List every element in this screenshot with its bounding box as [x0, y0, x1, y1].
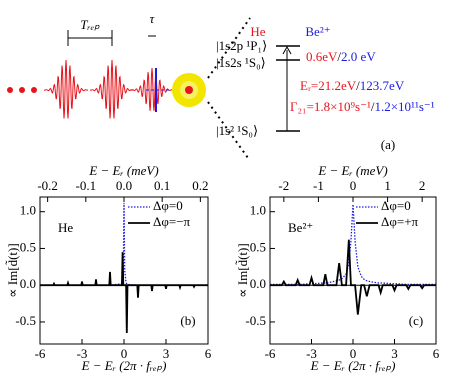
x-tick-label: -3: [306, 346, 317, 361]
x2-tick-label: -2: [278, 178, 289, 193]
x-tick-label: 6: [433, 346, 440, 361]
x-tick-label: 6: [205, 346, 212, 361]
y-tick-label: -0.5: [15, 313, 36, 328]
x-tick-label: -6: [35, 346, 46, 361]
rate: Γ₂₁=1.8×10⁹s⁻¹/1.2×10¹¹s⁻¹: [290, 99, 435, 114]
x2-tick-label: -0.1: [76, 178, 97, 193]
legend-label: Δφ=0: [153, 198, 183, 213]
split-be: 2.0 eV: [341, 49, 376, 64]
x2-axis-label: E − Eᵣ (meV): [88, 163, 158, 178]
rate-he: Γ₂₁=1.8×10⁹s⁻¹: [290, 99, 371, 114]
dot: [31, 87, 37, 93]
rate-be: 1.2×10¹¹s⁻¹: [374, 99, 434, 114]
level-ground: |1s² ¹S₀⟩: [216, 123, 258, 138]
sep: /: [337, 49, 341, 64]
y-axis-label: ∝ Im[d̃(t)]: [5, 243, 20, 297]
period-label: Tᵣₑₚ: [80, 17, 100, 32]
y-tick-label: -0.5: [245, 313, 266, 328]
x-tick-label: 3: [163, 346, 170, 361]
y-tick-label: 1.0: [250, 203, 266, 218]
splitting: 0.6eV/2.0 eV: [306, 49, 376, 64]
split-he: 0.6eV: [306, 49, 338, 64]
atom-be: Be²⁺: [305, 24, 330, 39]
panel-label: (b): [180, 313, 195, 328]
pulse-train: [7, 59, 175, 119]
x2-tick-label: 0.0: [116, 178, 132, 193]
panel-label: (a): [381, 137, 395, 152]
atom-core: [185, 86, 193, 94]
y-tick-label: 1.0: [20, 203, 36, 218]
y-tick-label: 0.5: [250, 239, 266, 254]
sep: /: [371, 99, 375, 114]
series-line: [40, 252, 208, 333]
x-tick-label: 3: [391, 346, 398, 361]
x2-tick-label: 0.1: [154, 178, 170, 193]
energy-be: 123.7eV: [360, 78, 405, 93]
annotation: He: [58, 220, 73, 235]
pulse: [44, 59, 88, 119]
pulse: [90, 59, 134, 119]
series-line: [270, 239, 436, 315]
level-upper: |1s2p ¹P₁⟩: [216, 38, 267, 53]
atom-he: He: [250, 24, 265, 39]
sep: /: [356, 78, 360, 93]
energy: Eᵣ=21.2eV/123.7eV: [300, 78, 405, 93]
x2-tick-label: 1: [384, 178, 391, 193]
x2-tick-label: -1: [313, 178, 324, 193]
panel-label: (c): [409, 313, 423, 328]
y-axis-label: ∝ Im[d̃(t)]: [235, 243, 250, 297]
x2-tick-label: 2: [419, 178, 426, 193]
x-tick-label: 0: [121, 346, 128, 361]
y-tick-label: 0.5: [20, 239, 36, 254]
y-tick-label: 0.0: [250, 276, 266, 291]
x-tick-label: 0: [350, 346, 357, 361]
x-axis-label: E − Eᵣ (2π · fᵣₑₚ): [310, 358, 396, 373]
x2-tick-label: 0.2: [192, 178, 208, 193]
x-tick-label: -3: [77, 346, 88, 361]
x-axis-label: E − Eᵣ (2π · fᵣₑₚ): [81, 358, 167, 373]
legend-label: Δφ=−π: [153, 214, 191, 229]
legend-label: Δφ=+π: [381, 214, 419, 229]
panel: -6 -3 0 3 6 -2 -1 0 1 2 -0.5 0.0 0.5 1.0 E − Eᵣ (2π · …: [235, 163, 440, 373]
x2-tick-label: -0.2: [37, 178, 58, 193]
level-middle: |1s2s ¹S₀⟩: [216, 55, 266, 70]
y-tick-label: 0.0: [20, 276, 36, 291]
arrow-head: [282, 45, 292, 55]
x-tick-label: -6: [265, 346, 276, 361]
annotation: Be²⁺: [288, 220, 313, 235]
legend-label: Δφ=0: [381, 198, 411, 213]
x2-tick-label: 0: [350, 178, 357, 193]
zoom-line: [207, 17, 251, 79]
delay-label: τ: [150, 11, 156, 26]
energy-he: Eᵣ=21.2eV: [300, 78, 357, 93]
dot: [19, 87, 25, 93]
pulse: [129, 67, 175, 111]
x2-axis-label: E − Eᵣ (meV): [317, 163, 387, 178]
dot: [7, 87, 13, 93]
panel: -6 -3 0 3 6 -0.2 -0.1 0.0 0.1 0.2 -0.5 0.0 0.5 1.0 E −…: [5, 163, 212, 373]
